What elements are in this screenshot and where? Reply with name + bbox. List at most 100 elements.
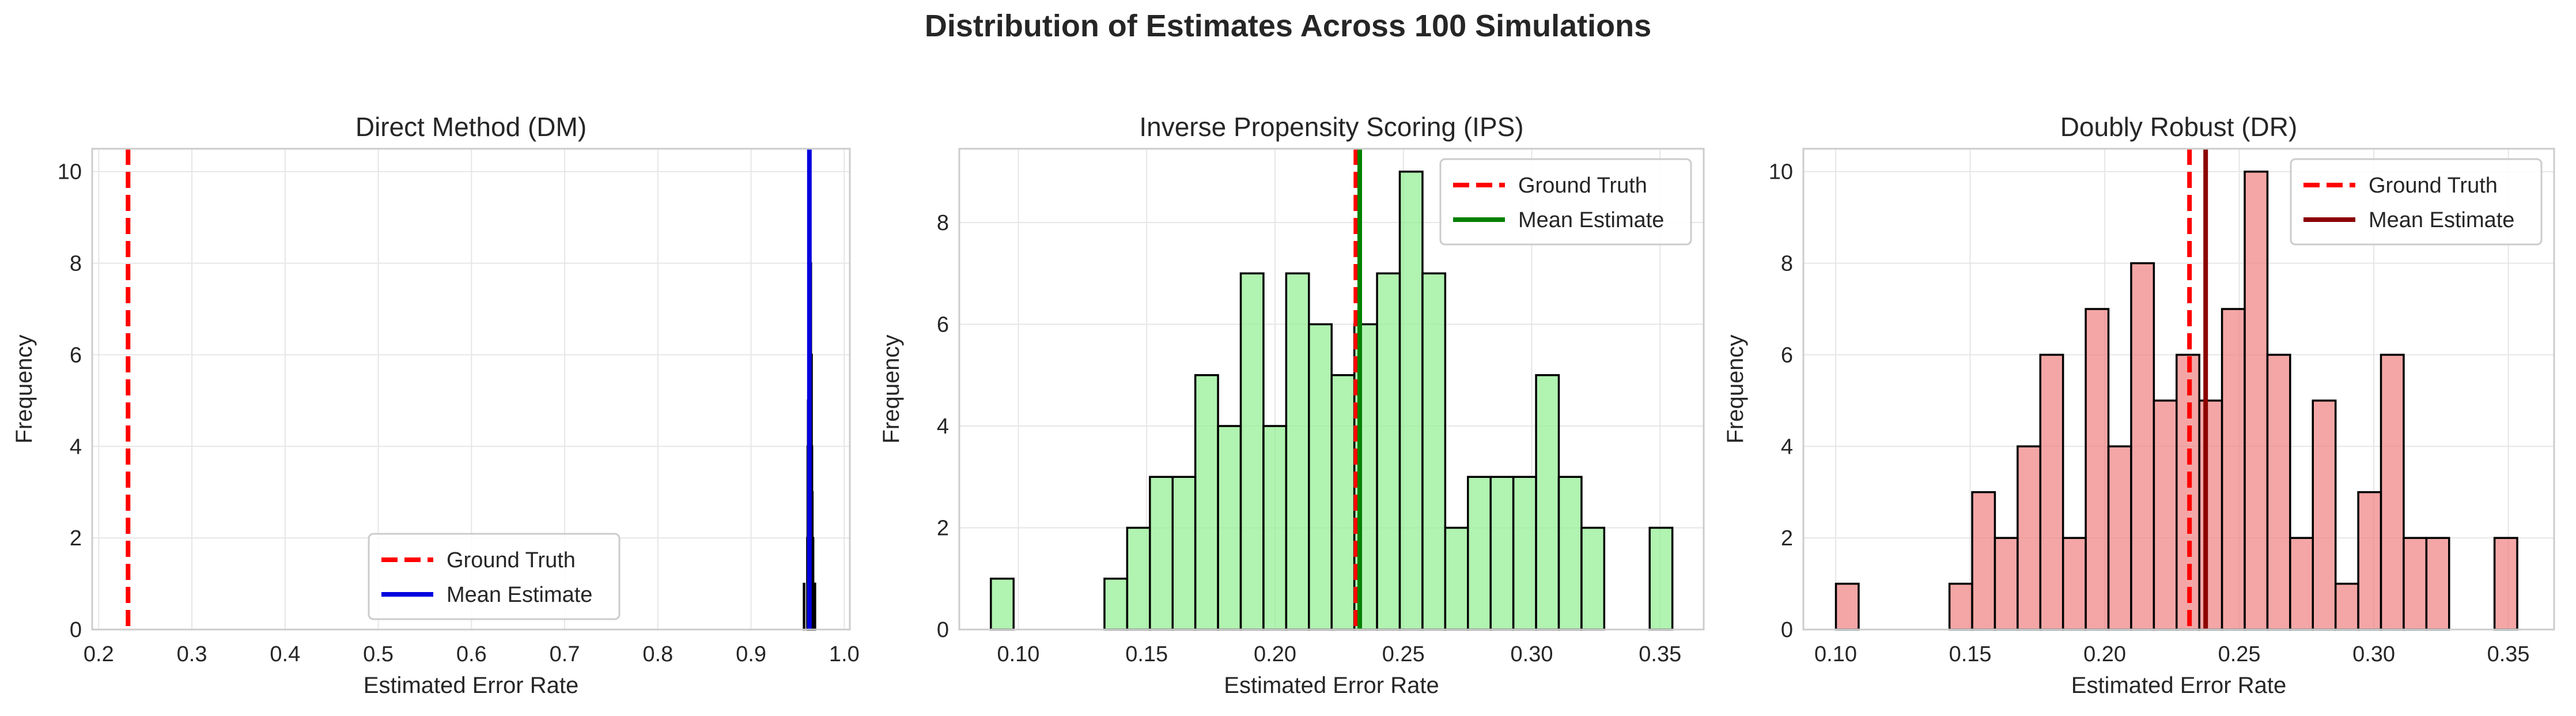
histogram-bar [2425,537,2450,631]
histogram-bar [2493,537,2518,631]
histogram-bar [2403,537,2428,631]
histogram-bar [1994,537,2019,631]
histogram-bar [1421,272,1447,631]
subplot-2: 0.10 0.15 0.20 0.25 0.30 0.35 0 2 4 6 8 Inverse Pro… [879,112,1705,698]
histogram-bar [1376,272,1401,631]
y-tick-label: 6 [1781,343,1793,367]
legend-entry: Ground Truth [447,548,576,572]
histogram-bar [2289,537,2314,631]
x-tick-label: 0.30 [1511,642,1553,666]
y-tick-label: 10 [1769,160,1793,184]
x-tick-label: 0.4 [270,642,300,666]
x-tick-label: 0.30 [2352,642,2395,666]
legend-entry: Mean Estimate [2369,208,2514,232]
histogram-bar [1467,476,1492,631]
plot-frame [1802,148,2555,631]
histogram-bar [2221,308,2246,631]
histogram-bar [990,577,1015,631]
x-tick-label: 0.5 [363,642,394,666]
y-tick-label: 2 [937,516,949,540]
histogram-bar [2130,262,2155,631]
plot-frame [958,148,1705,631]
x-tick-label: 0.35 [1639,642,1681,666]
histogram-bar [1512,476,1537,631]
x-tick-label: 0.35 [2487,642,2530,666]
y-tick-label: 8 [1781,252,1793,276]
histogram-bar [2107,445,2132,631]
legend-entry: Mean Estimate [447,583,592,607]
histogram-bar [2176,353,2200,631]
y-axis-label: Frequency [879,335,904,444]
histogram-bar [2017,445,2042,631]
legend: Ground Truth Mean Estimate [368,533,621,620]
legend-box [2290,158,2543,246]
histogram-bar [1557,476,1583,631]
y-tick-label: 4 [937,414,949,439]
y-tick-label: 0 [70,618,82,642]
histogram-bar [1126,526,1151,631]
histogram-bar [2244,170,2269,631]
histogram-bar [2039,353,2064,631]
histogram-bar [1580,526,1606,631]
y-tick-label: 6 [937,312,949,337]
y-tick-label: 8 [937,211,949,235]
histogram-bar [1285,272,1310,631]
x-axis-label: Estimated Error Rate [1224,673,1439,698]
histogram-bar [1444,526,1469,631]
histogram-bar [2334,582,2359,631]
subplot-title: Inverse Propensity Scoring (IPS) [1139,112,1523,142]
histogram-bar [1398,170,1424,631]
x-axis-label: Estimated Error Rate [364,673,578,698]
histogram-bar [2357,491,2382,631]
y-tick-label: 0 [1781,618,1793,642]
legend-box [368,533,621,620]
histogram-bar [2266,353,2291,631]
histogram-bar [2061,537,2087,631]
subplot-3: 0.10 0.15 0.20 0.25 0.30 0.35 0 2 4 6 8 10 Doubly Ro… [1723,112,2555,698]
histogram-bar [1217,425,1242,631]
subplot-title: Direct Method (DM) [355,112,587,142]
x-tick-label: 0.15 [1125,642,1168,666]
x-tick-label: 0.7 [550,642,580,666]
y-tick-label: 0 [937,618,949,642]
legend-entry: Ground Truth [2369,174,2498,198]
subplot-1: 0.2 0.3 0.4 0.5 0.6 0.7 0.8 0.9 1.0 0 2 4 6 8 10 Direct… [12,112,860,698]
y-tick-label: 8 [70,252,82,276]
legend-entry: Ground Truth [1518,174,1647,198]
x-tick-label: 0.20 [1254,642,1296,666]
histogram-bar [1971,491,1996,631]
histogram-bar [2312,400,2337,631]
y-tick-label: 2 [1781,526,1793,551]
x-tick-label: 0.8 [642,642,673,666]
subplot-title: Doubly Robust (DR) [2060,112,2298,142]
y-tick-label: 10 [58,160,82,184]
histogram-bar [1262,425,1288,631]
y-axis-label: Frequency [1723,335,1748,444]
histogram-bar [1330,374,1356,631]
histogram-bar [2153,400,2178,631]
legend-entry: Mean Estimate [1518,208,1664,232]
histogram-bar [1308,323,1333,631]
histogram-bar [2085,308,2110,631]
x-tick-label: 0.20 [2083,642,2126,666]
y-tick-label: 4 [70,435,82,459]
histogram-bar [1103,577,1129,631]
x-tick-label: 0.6 [456,642,487,666]
x-axis-label: Estimated Error Rate [2071,673,2286,698]
y-tick-label: 2 [70,526,82,551]
x-tick-label: 0.25 [1382,642,1425,666]
x-tick-label: 0.10 [1814,642,1857,666]
x-tick-label: 0.2 [84,642,114,666]
y-axis-label: Frequency [12,335,37,444]
x-tick-label: 0.10 [997,642,1039,666]
y-tick-label: 4 [1781,435,1793,459]
legend: Ground Truth Mean Estimate [1439,158,1692,246]
histogram-bar [1948,582,1973,631]
histogram-bar [2380,353,2405,631]
y-tick-label: 6 [70,343,82,367]
x-tick-label: 0.25 [2218,642,2261,666]
histogram-bar [1171,476,1197,631]
x-tick-label: 1.0 [829,642,860,666]
histogram-bar [2198,400,2223,631]
